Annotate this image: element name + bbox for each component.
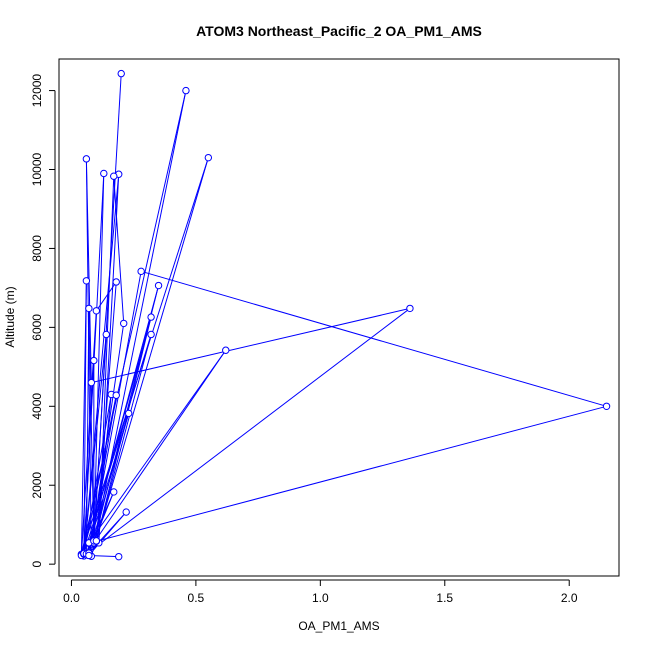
data-point [102,330,110,339]
x-axis: 0.0 0.5 1.0 1.5 2.0 [63,579,578,605]
series-segment [91,307,411,384]
x-tick-label: 0.0 [63,591,80,605]
series-segment [88,405,607,544]
series-segment [83,334,107,555]
data-point [85,304,93,313]
data-point [87,378,96,387]
data-point [147,313,155,321]
x-tick-label: 1.5 [436,591,453,605]
data-point [204,153,213,162]
x-axis-label: OA_PM1_AMS [298,619,379,633]
series-segment [83,394,112,554]
y-tick-label: 8000 [30,235,44,262]
series-segment [93,334,107,541]
data-point [124,409,133,418]
series-segment [140,270,607,407]
series-segment [93,349,227,544]
data-point [122,508,130,516]
series-segment [93,173,105,544]
series-segment [80,90,187,555]
data-point [117,69,125,78]
data-point [110,172,118,180]
y-tick-label: 6000 [30,314,44,341]
y-tick-label: 0 [30,561,44,568]
x-tick-label: 1.0 [312,591,329,605]
data-point [182,86,190,95]
series-segment [95,281,117,312]
series-segment [86,308,411,555]
y-tick-label: 4000 [30,393,44,420]
series-segment [88,511,127,556]
y-axis: 0 2000 4000 6000 8000 10000 12000 [30,74,56,568]
series-segment [95,334,152,542]
series-segment [83,360,95,554]
data-point [602,402,611,410]
x-tick-label: 2.0 [561,591,578,605]
data-point [82,277,91,285]
data-point [92,307,101,315]
series-segment [95,281,117,542]
data-point [112,278,120,286]
data-point [110,488,118,496]
series-layer [77,69,611,561]
y-tick-label: 12000 [30,74,44,108]
data-point [222,346,230,354]
data-point [90,356,98,365]
y-tick-label: 2000 [30,472,44,499]
series-segment [83,174,120,556]
data-point [115,552,123,561]
data-point [120,319,128,328]
data-point [147,330,155,339]
series-segment [83,395,117,554]
data-point [92,537,101,545]
series-segment [88,308,95,544]
y-axis-label: Altitude (m) [3,286,17,347]
data-point [85,551,93,560]
data-point [406,304,414,313]
series-segment [83,280,87,555]
series-segment [85,413,130,555]
data-point [112,391,120,399]
plot-frame [58,58,620,577]
data-point [137,267,145,276]
series-segment [85,158,92,383]
y-tick-label: 10000 [30,152,44,186]
series-segment [88,349,227,544]
data-point [154,281,163,290]
series-segment [85,308,90,554]
chart-title: ATOM3 Northeast_Pacific_2 OA_PM1_AMS [196,23,482,39]
data-point [100,169,108,178]
series-segment [88,395,117,554]
x-tick-label: 0.5 [188,591,205,605]
series-segment [113,176,125,324]
data-point [82,155,91,163]
